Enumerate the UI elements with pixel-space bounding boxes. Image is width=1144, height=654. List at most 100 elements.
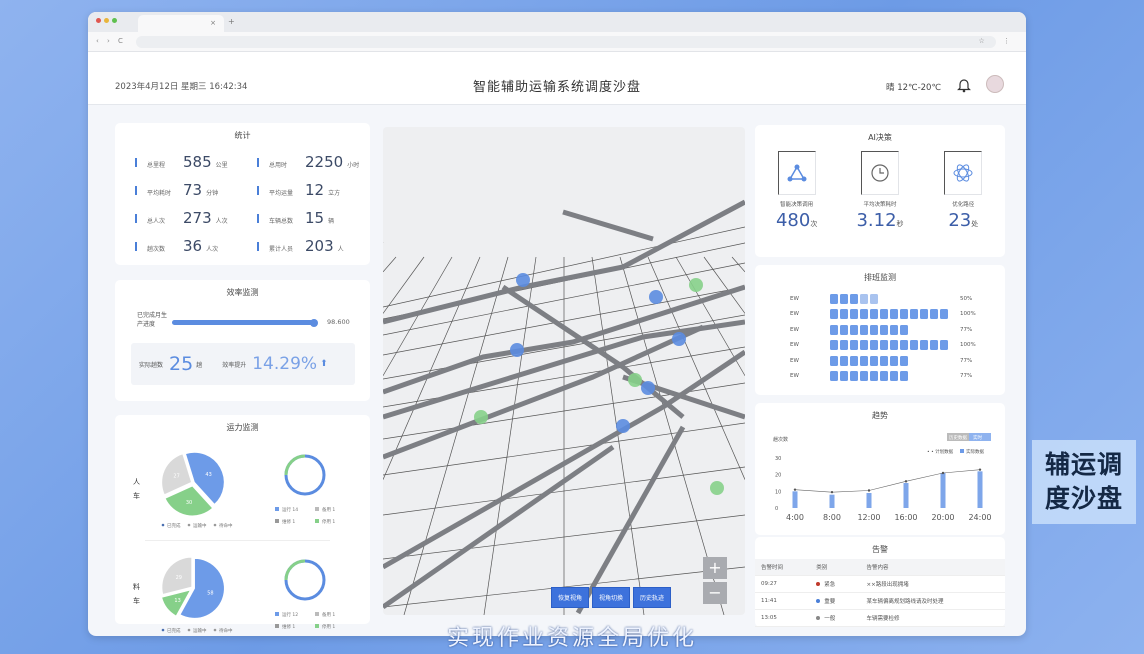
x-tick: 24:00 bbox=[968, 513, 991, 522]
road bbox=[383, 349, 745, 570]
pie-slice bbox=[164, 485, 214, 517]
schedule-block bbox=[860, 355, 868, 366]
vehicle-marker[interactable] bbox=[649, 290, 663, 304]
row-label: EW bbox=[790, 326, 799, 333]
stat-label: 累计人员 bbox=[269, 246, 294, 253]
bell-icon[interactable] bbox=[957, 77, 971, 93]
vehicle-marker[interactable] bbox=[474, 410, 488, 424]
schedule-block bbox=[830, 371, 838, 382]
legend-swatch bbox=[315, 519, 319, 523]
alarm-time: 09:27 bbox=[755, 575, 811, 593]
x-tick: 8:00 bbox=[823, 513, 841, 522]
stat-item: 总里程 585 公里 bbox=[135, 153, 228, 171]
stat-item: 平均耗时 73 分钟 bbox=[135, 181, 218, 199]
line-point bbox=[978, 468, 982, 471]
schedule-block bbox=[830, 340, 838, 351]
schedule-block bbox=[910, 309, 918, 320]
schedule-block bbox=[880, 324, 888, 335]
row-label: EW bbox=[790, 373, 799, 380]
map-button[interactable]: 视角切换 bbox=[592, 587, 631, 608]
legend-label: 维修 1 bbox=[282, 623, 295, 630]
url-input[interactable] bbox=[136, 36, 996, 48]
legend-label: 待命中 bbox=[219, 627, 233, 634]
vehicle-marker[interactable] bbox=[628, 373, 642, 387]
pie-label: 30 bbox=[186, 500, 192, 506]
road bbox=[383, 444, 615, 610]
browser-tab[interactable]: × bbox=[138, 15, 224, 32]
zoom-in-button[interactable]: + bbox=[703, 557, 727, 579]
schedule-block bbox=[840, 309, 848, 320]
legend-dot bbox=[187, 628, 191, 632]
metric-label: 优化路径 bbox=[952, 202, 975, 208]
browser-menu[interactable]: ☆ ⋮ bbox=[978, 37, 1018, 45]
legend-label: • • 计划数据 bbox=[927, 448, 954, 455]
panel-title: 运力监测 bbox=[226, 423, 259, 432]
x-tick: 16:00 bbox=[894, 513, 917, 522]
panel-title: 趋势 bbox=[872, 411, 888, 420]
legend-label: 运输中 bbox=[193, 522, 207, 529]
donut-segment bbox=[284, 454, 306, 476]
vehicle-marker[interactable] bbox=[641, 381, 655, 395]
alarm-text: 车辆需要检修 bbox=[860, 609, 1005, 627]
vehicle-marker[interactable] bbox=[516, 273, 530, 287]
vehicle-marker[interactable] bbox=[510, 343, 524, 357]
vehicle-marker[interactable] bbox=[689, 278, 703, 292]
pie-slice bbox=[184, 451, 225, 506]
schedule-block bbox=[890, 324, 898, 335]
schedule-row: EW 100% bbox=[755, 307, 1005, 323]
vehicle-marker[interactable] bbox=[616, 419, 630, 433]
avatar[interactable] bbox=[986, 75, 1004, 93]
pie-slice bbox=[179, 557, 225, 619]
close-tab-icon[interactable]: × bbox=[210, 19, 216, 27]
schedule-block bbox=[890, 340, 898, 351]
atom-icon bbox=[953, 164, 973, 182]
vehicle-marker[interactable] bbox=[710, 481, 724, 495]
schedule-block bbox=[860, 371, 868, 382]
toggle-realtime[interactable] bbox=[969, 433, 991, 441]
schedule-block bbox=[830, 355, 838, 366]
blocks bbox=[830, 324, 950, 335]
road bbox=[501, 284, 685, 419]
legend-swatch bbox=[275, 612, 279, 616]
weather: 晴 12℃-20℃ bbox=[886, 83, 941, 93]
legend-swatch bbox=[275, 624, 279, 628]
sand-table-map[interactable]: 恢复视角 视角切换 历史轨迹 + − bbox=[383, 127, 745, 615]
stat-item: 车辆总数 15 辆 bbox=[257, 209, 334, 227]
legend-swatch bbox=[275, 507, 279, 511]
window-controls[interactable] bbox=[96, 18, 117, 23]
legend-dot bbox=[213, 628, 217, 632]
legend-swatch bbox=[960, 449, 964, 453]
row-percent: 77% bbox=[960, 326, 973, 333]
donut-segment bbox=[284, 559, 306, 581]
column-header: 告警时间 bbox=[755, 559, 811, 576]
row-percent: 50% bbox=[960, 295, 973, 302]
vehicle-marker[interactable] bbox=[672, 332, 686, 346]
new-tab-button[interactable]: + bbox=[228, 17, 235, 26]
stat-value: 36 bbox=[183, 237, 203, 255]
schedule-block bbox=[840, 355, 848, 366]
nav-buttons[interactable]: ‹ › C bbox=[96, 37, 126, 45]
table-header: 告警时间 类别 告警内容 bbox=[755, 559, 1005, 576]
schedule-block bbox=[850, 309, 858, 320]
row-percent: 77% bbox=[960, 357, 973, 364]
y-tick: 10 bbox=[775, 489, 781, 495]
schedule-block bbox=[900, 309, 908, 320]
grid-line bbox=[383, 256, 481, 480]
table-row[interactable]: 09:27 紧急 ××路段出现拥堵 bbox=[755, 575, 1005, 593]
table-row[interactable]: 13:05 一般 车辆需要检修 bbox=[755, 609, 1005, 627]
bar bbox=[829, 494, 835, 508]
map-button[interactable]: 历史轨迹 bbox=[633, 587, 672, 608]
zoom-out-button[interactable]: − bbox=[703, 582, 727, 604]
schedule-block bbox=[880, 309, 888, 320]
grid-line bbox=[647, 256, 745, 480]
map-button[interactable]: 恢复视角 bbox=[551, 587, 590, 608]
table-row[interactable]: 11:41 重要 某车辆偏离规划路线请及时处理 bbox=[755, 592, 1005, 610]
stat-item: 总人次 273 人次 bbox=[135, 209, 228, 227]
map-canvas[interactable] bbox=[383, 127, 745, 615]
x-tick: 20:00 bbox=[931, 513, 954, 522]
stat-value: 203 bbox=[305, 237, 334, 255]
pie-label: 29 bbox=[176, 575, 182, 581]
schedule-block bbox=[890, 371, 898, 382]
toggle-history[interactable] bbox=[947, 433, 969, 441]
icon-frame bbox=[777, 151, 816, 195]
